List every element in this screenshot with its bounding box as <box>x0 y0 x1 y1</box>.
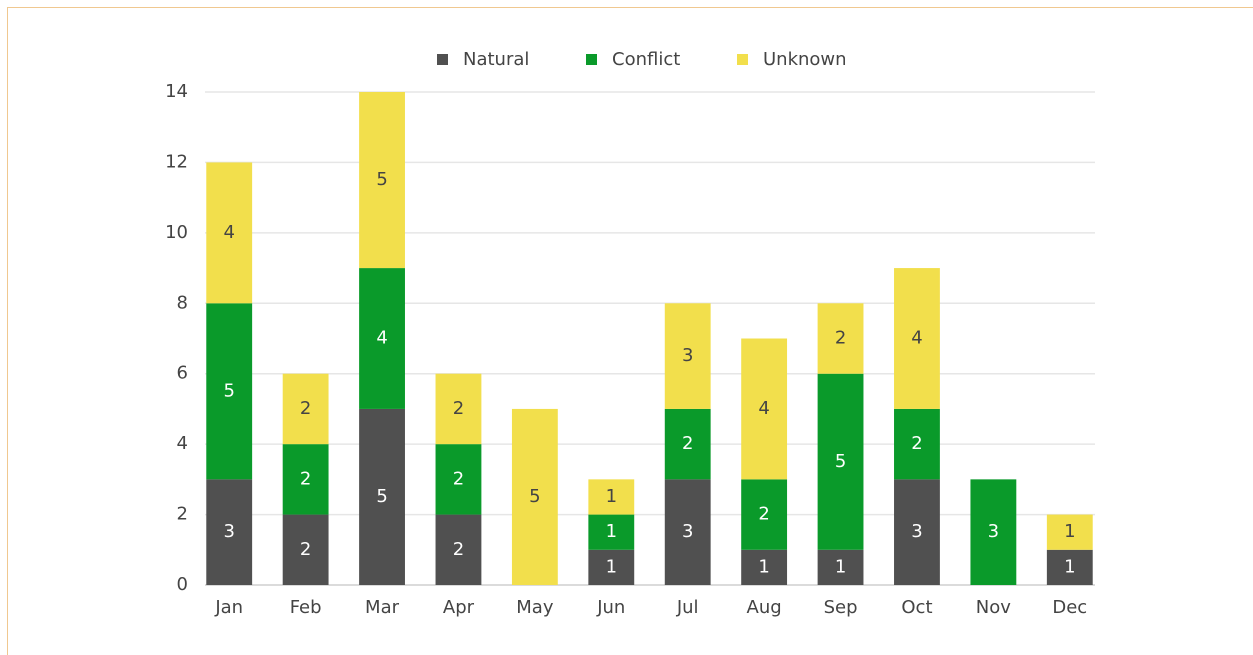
bar-segment <box>817 373 864 550</box>
bar-segment <box>206 479 253 585</box>
data-label: 2 <box>911 433 922 454</box>
bar-segment <box>741 338 788 480</box>
bar-segment <box>282 514 329 585</box>
data-label: 3 <box>988 521 999 542</box>
x-tick-label: Jul <box>676 597 699 618</box>
data-label: 2 <box>453 539 464 560</box>
data-label: 3 <box>682 345 693 366</box>
data-label: 1 <box>758 556 769 577</box>
data-label: 1 <box>1064 556 1075 577</box>
x-tick-label: Dec <box>1052 597 1087 618</box>
bar-segment <box>741 479 788 550</box>
frame <box>7 7 1253 655</box>
bar-segment <box>1046 514 1093 550</box>
x-tick-label: Apr <box>443 597 475 618</box>
bar-segment <box>664 479 711 585</box>
data-label: 2 <box>835 328 846 349</box>
data-label: 4 <box>223 222 234 243</box>
legend-swatch <box>437 54 448 65</box>
y-tick-label: 8 <box>177 292 188 313</box>
data-label: 2 <box>300 539 311 560</box>
bar-segment <box>588 514 635 550</box>
bar-segment <box>588 479 635 515</box>
bar-segment <box>206 303 253 480</box>
data-label: 4 <box>758 398 769 419</box>
data-label: 4 <box>376 328 387 349</box>
bar-segment <box>817 549 864 585</box>
legend-label: Conflict <box>612 49 680 70</box>
data-label: 5 <box>835 451 846 472</box>
x-tick-label: Jun <box>596 597 625 618</box>
bar-segment <box>359 92 405 269</box>
data-label: 1 <box>835 556 846 577</box>
y-tick-label: 4 <box>177 433 188 454</box>
bar-segment <box>970 479 1017 585</box>
bar-segment <box>206 162 253 304</box>
data-label: 3 <box>682 521 693 542</box>
x-tick-label: Nov <box>976 597 1011 618</box>
data-label: 5 <box>529 486 540 507</box>
data-label: 1 <box>606 556 617 577</box>
bar-segment <box>435 444 482 515</box>
legend-label: Unknown <box>763 49 847 70</box>
data-label: 3 <box>223 521 234 542</box>
data-label: 2 <box>300 468 311 489</box>
y-tick-label: 14 <box>165 81 188 102</box>
bar-segment <box>664 303 711 409</box>
x-tick-label: Sep <box>824 597 858 618</box>
y-tick-label: 0 <box>177 574 188 595</box>
x-tick-label: Jan <box>214 597 243 618</box>
legend-swatch <box>586 54 597 65</box>
bar-segment <box>588 549 635 585</box>
data-label: 2 <box>758 504 769 525</box>
y-tick-label: 12 <box>165 151 188 172</box>
y-tick-label: 6 <box>177 363 188 384</box>
x-tick-label: Oct <box>901 597 932 618</box>
data-label: 5 <box>223 380 234 401</box>
bar-segment <box>359 408 405 585</box>
bar-segment <box>817 303 864 374</box>
bar-segment <box>664 408 711 480</box>
data-label: 2 <box>300 398 311 419</box>
bar-segment <box>741 549 788 585</box>
data-label: 2 <box>682 433 693 454</box>
bar-segment <box>282 444 329 515</box>
data-label: 1 <box>1064 521 1075 542</box>
bar-segment <box>435 514 482 585</box>
y-tick-label: 2 <box>177 504 188 525</box>
data-label: 5 <box>376 486 387 507</box>
bar-segment <box>359 268 405 409</box>
x-tick-label: May <box>516 597 554 618</box>
data-label: 3 <box>911 521 922 542</box>
data-label: 5 <box>376 169 387 190</box>
legend-swatch <box>737 54 748 65</box>
bar-segment <box>511 408 558 585</box>
data-label: 1 <box>606 486 617 507</box>
bar-segment <box>894 268 940 409</box>
bar-segment <box>894 408 940 480</box>
y-tick-label: 10 <box>165 222 188 243</box>
bar-segment <box>894 479 940 585</box>
x-tick-label: Aug <box>747 597 782 618</box>
x-tick-label: Mar <box>365 597 400 618</box>
legend-label: Natural <box>463 49 529 70</box>
data-label: 1 <box>606 521 617 542</box>
data-label: 4 <box>911 328 922 349</box>
data-label: 2 <box>453 468 464 489</box>
bar-segment <box>435 373 482 445</box>
data-label: 2 <box>453 398 464 419</box>
bar-segment <box>282 373 329 445</box>
bar-segment <box>1046 549 1093 585</box>
x-tick-label: Feb <box>290 597 322 618</box>
